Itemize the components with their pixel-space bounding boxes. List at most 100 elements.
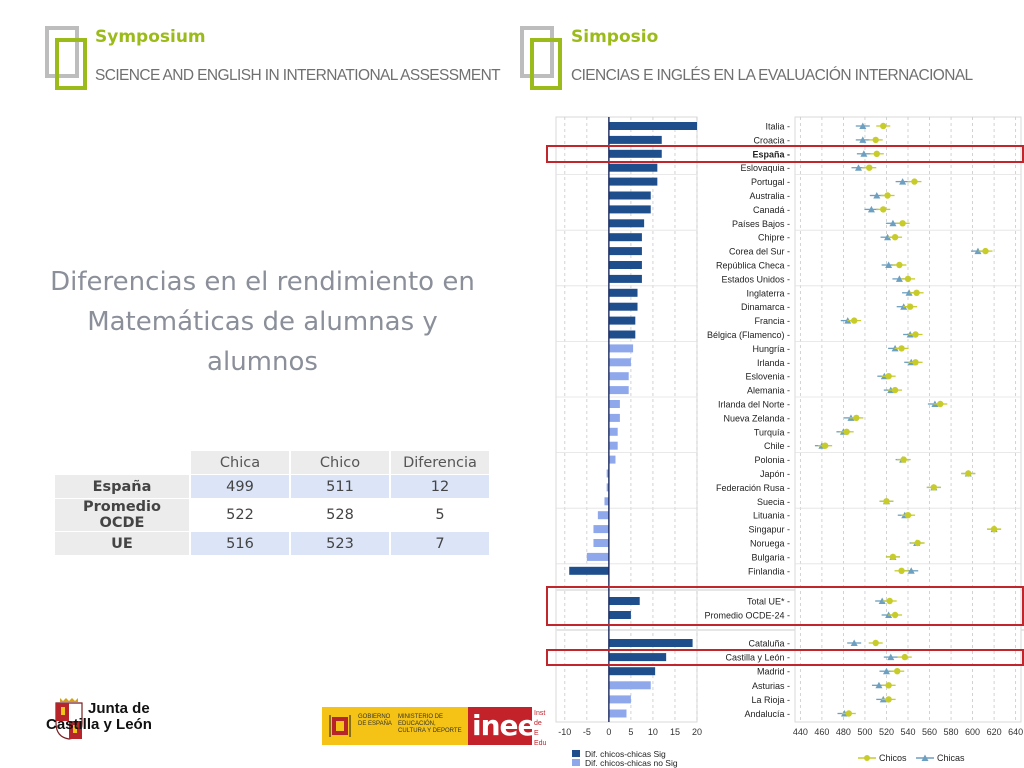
category-label: Federación Rusa - [716,483,790,493]
difference-bar [593,525,609,534]
chicas-point [873,192,881,199]
chicos-point [896,261,903,269]
category-label: Lituania - [753,511,790,521]
header-left-title: Symposium [95,27,206,47]
gobierno-text: GOBIERNO DE ESPAÑA [358,714,392,727]
difference-bar [604,497,609,506]
chicas-point [884,233,892,241]
chicas-point [905,289,913,296]
difference-bar [608,413,620,422]
dot-tick-label: 520 [879,727,894,737]
category-label: Croacia - [753,135,790,145]
row-label: Promedio OCDE [55,499,189,531]
header-right-subtitle: CIENCIAS E INGLÉS EN LA EVALUACIÓN INTER… [571,67,973,84]
difference-bar [608,261,642,269]
chicos-point [891,234,899,241]
dot-legend-marker [921,754,929,761]
chicas-point [887,653,895,661]
chicas-point [878,597,886,604]
cell-chico: 511 [291,475,389,498]
chicos-point [898,567,905,574]
dot-tick-label: 620 [987,727,1002,737]
difference-bar [608,302,638,311]
symposium-logo-icon [45,26,87,90]
dot-tick-label: 440 [793,727,808,737]
category-label: Hungría - [752,344,790,354]
difference-bar [608,344,634,353]
chicos-point [880,122,887,130]
category-label: Chile - [764,441,790,451]
category-label: Bulgaria - [751,552,790,562]
difference-bar [606,469,609,478]
difference-bar [608,274,642,283]
chicos-point [900,456,907,463]
chicas-point [867,205,875,213]
difference-bar [608,149,662,158]
difference-bar [608,358,631,367]
category-label: España - [752,149,790,159]
chicos-point [912,359,919,366]
cell-chica: 522 [191,499,289,531]
comparison-table: Chica Chico Diferencia España 499 511 12… [53,450,491,556]
chicos-point [990,525,998,533]
table-row: UE 516 523 7 [55,532,489,555]
bar-tick-label: -5 [583,727,591,737]
chicos-point [904,275,912,283]
category-label: Nueva Zelanda - [723,413,790,423]
difference-bar [608,163,658,172]
category-label: Bélgica (Flamenco) - [707,330,790,340]
chicos-point [873,150,880,157]
chicas-point [885,261,893,268]
chicos-point [845,710,853,717]
dot-legend-label: Chicos [879,753,907,763]
category-label: Castilla y León - [725,653,790,663]
group-separator [556,589,1024,591]
difference-bar-panel: -10 -5 0 5 10 15 20 [555,116,1024,737]
difference-bar [593,539,609,547]
cell-chica: 516 [191,532,289,555]
difference-bar [569,566,609,575]
difference-bar [608,441,618,450]
chicos-point [913,289,920,296]
header-right-title: Simposio [571,27,659,47]
difference-bar [608,122,697,130]
table-header: Chico [291,451,389,474]
chicos-point [885,682,892,689]
chicas-point [875,681,883,689]
category-label: Total UE* - [747,597,790,607]
difference-bar [608,639,693,647]
chicas-point [860,150,868,157]
category-label: Italia - [765,122,790,132]
chicos-point [886,597,893,605]
chicas-point [907,567,915,574]
cell-chico: 523 [291,532,389,555]
chicos-point [872,136,879,144]
cell-chico: 528 [291,499,389,531]
category-label: Irlanda - [757,358,790,368]
bar-legend-swatch [572,750,580,757]
difference-bar [608,455,616,464]
difference-bar [608,247,642,256]
category-label: Portugal - [751,177,790,187]
dot-tick-label: 600 [965,727,980,737]
chicos-point [821,442,829,449]
highlight-castilla-leon [546,649,1024,666]
table-header: Chica [191,451,289,474]
category-label: Corea del Sur - [729,247,790,257]
category-label: Asturias - [752,681,790,691]
score-dot-panel: 440 460 480 500 520 540 560 580 600 620 640 Italia … [704,116,1023,737]
dot-tick-label: 560 [922,727,937,737]
difference-bar [608,386,629,395]
difference-bar [608,330,636,339]
chicos-point [885,696,892,703]
category-label: Estados Unidos - [721,274,790,284]
ministerio-text: MINISTERIO DE EDUCACIÓN, CULTURA Y DEPOR… [398,714,462,734]
difference-bar [608,177,658,186]
chicos-point [853,414,860,422]
chicas-point [889,219,897,227]
chicas-point [882,667,890,675]
difference-bar [597,511,609,520]
chicos-point [911,178,918,185]
